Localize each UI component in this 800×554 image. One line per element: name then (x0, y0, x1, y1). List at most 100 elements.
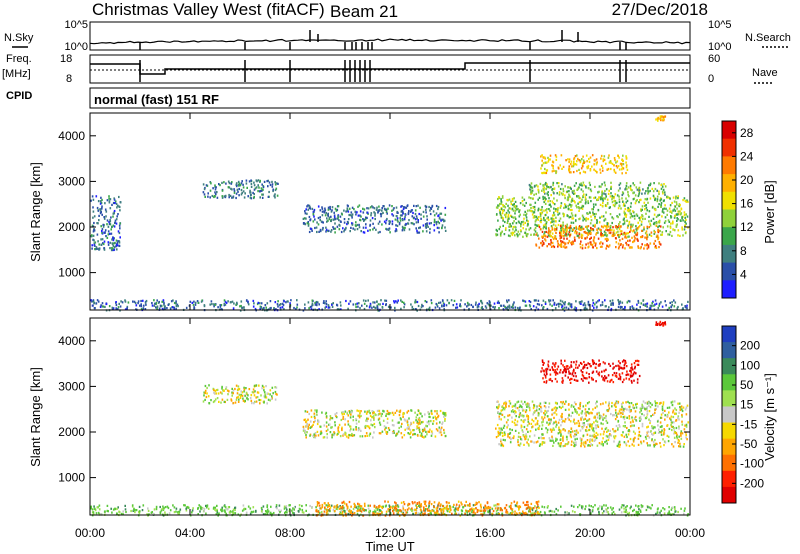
data-cell (597, 231, 599, 234)
data-cell (575, 441, 577, 444)
data-cell (570, 200, 573, 203)
data-cell (592, 229, 595, 232)
data-cell (331, 433, 334, 436)
data-cell (553, 187, 556, 190)
data-cell (630, 188, 632, 191)
data-cell (522, 203, 524, 206)
data-cell (644, 198, 647, 201)
data-cell (395, 432, 398, 435)
data-cell (271, 386, 274, 389)
data-cell (630, 225, 632, 228)
data-cell (137, 300, 140, 303)
data-cell (588, 196, 591, 199)
data-region-1 (90, 195, 122, 252)
data-cell (421, 415, 423, 418)
data-cell (660, 203, 662, 207)
data-cell (388, 505, 391, 508)
data-cell (372, 412, 374, 415)
data-cell (618, 245, 621, 248)
data-cell (562, 234, 565, 238)
data-cell (643, 201, 646, 204)
data-cell (166, 307, 168, 310)
data-cell (645, 508, 648, 512)
data-cell (620, 243, 622, 246)
data-cell (411, 501, 414, 504)
data-cell (656, 195, 659, 198)
data-cell (366, 434, 368, 437)
data-cell (591, 208, 593, 211)
data-cell (653, 196, 655, 199)
data-cell (611, 198, 613, 201)
data-cell (547, 227, 550, 230)
data-cell (448, 501, 450, 504)
data-cell (347, 436, 350, 439)
data-cell (646, 431, 649, 434)
data-cell (385, 513, 388, 516)
data-cell (153, 304, 156, 307)
data-cell (414, 218, 417, 221)
data-cell (462, 506, 464, 509)
data-cell (555, 409, 557, 412)
data-cell (603, 224, 606, 227)
data-cell (435, 302, 438, 306)
data-cell (502, 204, 504, 207)
data-cell (653, 213, 656, 216)
data-cell (206, 392, 208, 395)
data-cell (417, 422, 420, 425)
data-cell (401, 214, 403, 217)
data-cell (378, 417, 381, 420)
data-cell (574, 155, 577, 158)
data-cell (408, 507, 410, 510)
data-cell (669, 204, 672, 207)
data-cell (403, 217, 406, 220)
data-cell (611, 216, 613, 219)
data-cell (175, 510, 177, 513)
data-cell (417, 434, 419, 437)
data-cell (231, 300, 234, 303)
data-cell (107, 233, 110, 236)
data-cell (347, 307, 349, 310)
data-cell (240, 188, 243, 192)
data-cell (336, 508, 339, 511)
data-cell (484, 305, 487, 308)
data-cell (503, 233, 506, 236)
data-cell (543, 511, 546, 514)
data-cell (489, 301, 491, 304)
data-cell (430, 420, 432, 423)
data-cell (359, 219, 362, 222)
data-cell (352, 419, 355, 422)
data-cell (357, 214, 360, 217)
data-cell (100, 201, 103, 205)
data-cell (364, 410, 366, 413)
data-cell (566, 230, 568, 233)
data-cell (566, 512, 569, 515)
data-cell (329, 415, 332, 418)
data-cell (439, 508, 442, 511)
data-cell (392, 505, 394, 508)
data-cell (646, 225, 649, 228)
data-cell (464, 512, 466, 516)
data-cell (416, 231, 419, 234)
colorbar-tick-label: 16 (740, 197, 754, 211)
data-cell (650, 219, 653, 222)
data-cell (563, 303, 566, 306)
data-cell (581, 236, 583, 239)
data-cell (541, 235, 543, 238)
data-cell (514, 207, 517, 210)
data-cell (571, 229, 574, 232)
data-cell (118, 205, 120, 208)
data-cell (535, 233, 537, 236)
data-cell (649, 183, 651, 187)
data-cell (647, 192, 649, 195)
data-cell (95, 195, 98, 198)
data-cell (574, 239, 576, 242)
data-cell (351, 222, 353, 225)
data-cell (537, 216, 540, 219)
data-cell (309, 426, 312, 429)
data-cell (517, 230, 520, 233)
data-cell (442, 510, 445, 513)
data-cell (310, 426, 312, 429)
data-cell (157, 301, 160, 304)
data-cell (234, 512, 237, 515)
data-cell (484, 504, 486, 507)
